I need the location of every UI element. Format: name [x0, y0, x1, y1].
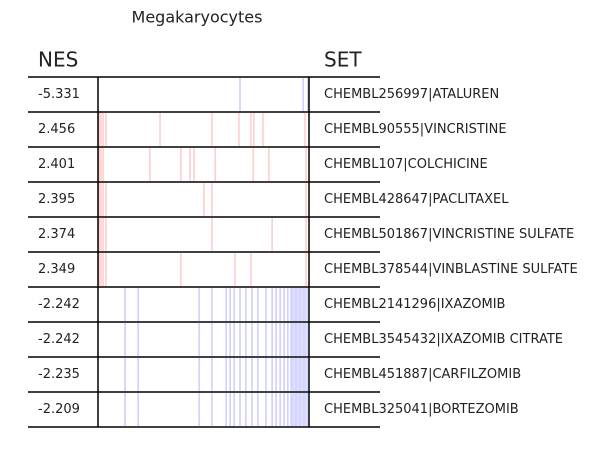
nes-value: -2.209	[38, 402, 80, 417]
column-header: SET	[324, 48, 362, 72]
set-name: CHEMBL90555|VINCRISTINE	[324, 122, 507, 137]
nes-value: -2.242	[38, 297, 80, 312]
set-name: CHEMBL325041|BORTEZOMIB	[324, 402, 519, 417]
set-name: CHEMBL501867|VINCRISTINE SULFATE	[324, 227, 574, 242]
nes-value: -2.235	[38, 367, 80, 382]
nes-value: 2.374	[38, 227, 75, 242]
nes-value: 2.401	[38, 157, 75, 172]
set-name: CHEMBL428647|PACLITAXEL	[324, 192, 509, 207]
column-header: NES	[38, 48, 78, 72]
chart-title: Megakaryocytes	[132, 8, 263, 27]
nes-value: -5.331	[38, 87, 80, 102]
set-name: CHEMBL2141296|IXAZOMIB	[324, 297, 505, 312]
nes-value: 2.456	[38, 122, 75, 137]
set-name: CHEMBL3545432|IXAZOMIB CITRATE	[324, 332, 563, 347]
nes-value: 2.349	[38, 262, 75, 277]
set-name: CHEMBL107|COLCHICINE	[324, 157, 488, 172]
set-name: CHEMBL451887|CARFILZOMIB	[324, 367, 521, 382]
nes-value: 2.395	[38, 192, 75, 207]
set-name: CHEMBL256997|ATALUREN	[324, 87, 499, 102]
set-name: CHEMBL378544|VINBLASTINE SULFATE	[324, 262, 578, 277]
nes-value: -2.242	[38, 332, 80, 347]
